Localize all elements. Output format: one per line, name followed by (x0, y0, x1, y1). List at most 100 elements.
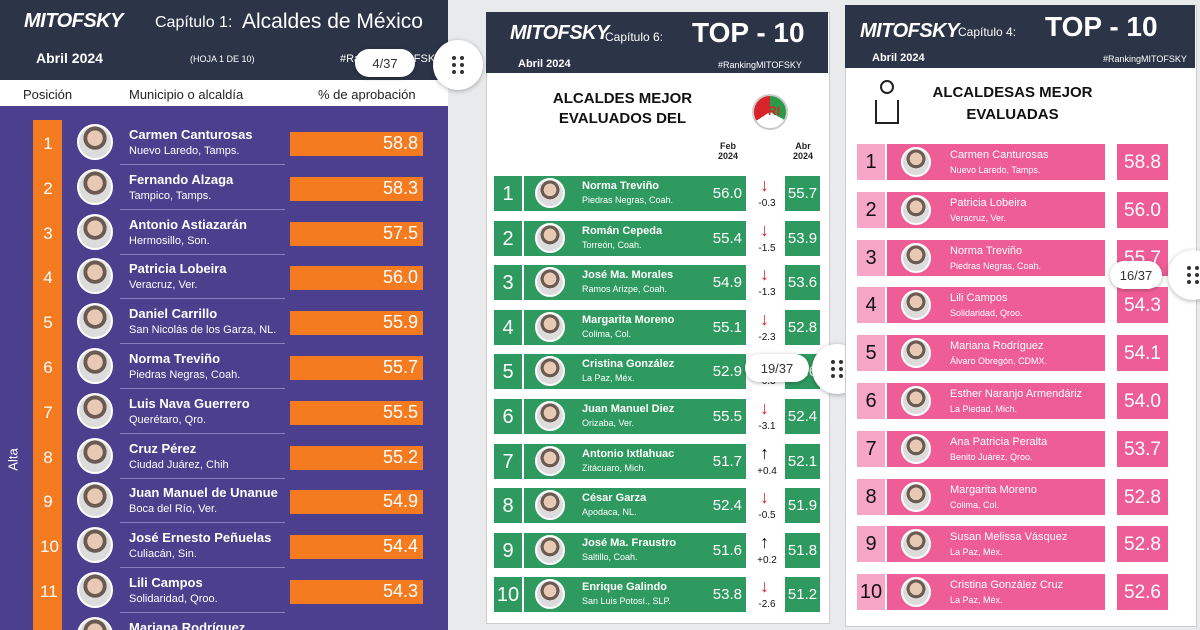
feb-value: 55.4 (712, 229, 742, 247)
handle-dot (1195, 273, 1199, 277)
abr-box (785, 532, 820, 568)
value-bar (290, 490, 423, 515)
abr-value: 52.1 (787, 452, 818, 470)
name: Norma Treviño (950, 244, 1023, 257)
rank: 9 (502, 539, 514, 562)
handle-dot (460, 63, 464, 67)
value: 56.0 (382, 267, 418, 288)
name: Patricia Lobeira (129, 261, 227, 277)
trend-arrow: ↓ (760, 308, 769, 329)
heading: Alcaldes de México (242, 10, 423, 33)
place: Álvaro Obregón, CDMX. (950, 356, 1048, 367)
change: -0.3 (758, 198, 776, 209)
value-bar (290, 176, 423, 201)
change: -1.3 (758, 287, 776, 299)
value-bar (290, 535, 423, 560)
value: 54.4 (382, 536, 418, 557)
value-box (1117, 478, 1168, 515)
place: Culiacán, Sin. (129, 548, 197, 561)
trend-arrow: ↓ (760, 398, 769, 418)
abr-value: 53.9 (787, 229, 818, 247)
handle-dot (1195, 266, 1199, 270)
name: Carmen Canturosas (129, 127, 253, 142)
value-bar (290, 445, 423, 470)
abr-value: 55.7 (787, 185, 818, 202)
feb-value: 56.0 (712, 185, 742, 202)
place: La Paz, Méx. (950, 595, 1003, 606)
rank-box (494, 488, 522, 524)
rank-box (494, 354, 522, 390)
value: 54.9 (382, 491, 418, 512)
rank-box (857, 574, 885, 611)
value-box (1117, 144, 1168, 180)
name: Daniel Carrillo (129, 306, 218, 322)
rank-box (494, 399, 522, 434)
date: Abril 2024 (518, 58, 571, 70)
photo (901, 433, 931, 464)
rank: 4 (865, 294, 877, 317)
change: -2.6 (758, 599, 776, 611)
name: Mariana Rodríguez (950, 340, 1044, 353)
name: Cristina González Cruz (950, 579, 1064, 592)
rank: 7 (502, 450, 514, 473)
page-indicator: 19/37 (745, 354, 809, 382)
row-separator (120, 253, 285, 255)
value: 54.3 (382, 581, 418, 601)
photo (901, 194, 931, 225)
feb-value: 53.8 (712, 586, 742, 604)
abr-value: 51.8 (787, 541, 818, 559)
rank: 10 (496, 584, 520, 607)
value-box (1117, 191, 1168, 228)
value: 54.3 (1124, 295, 1161, 317)
trend-arrow: ↓ (760, 576, 769, 597)
column-header-bar (0, 80, 448, 106)
abr-box (785, 220, 820, 256)
row-separator (120, 343, 285, 345)
trend-arrow: ↑ (760, 531, 769, 552)
row-separator (120, 164, 285, 165)
place: La Piedad, Mich. (950, 404, 1018, 414)
date: Abril 2024 (872, 52, 925, 64)
photo (535, 401, 565, 431)
abr-box (785, 577, 820, 613)
value-bar (290, 356, 423, 380)
row-separator (120, 477, 285, 479)
photo (77, 437, 113, 474)
rank: 6 (502, 406, 514, 428)
change: -3.1 (758, 421, 776, 432)
place: Ramos Arizpe, Coah. (582, 284, 668, 295)
rank: 5 (43, 313, 53, 333)
photo (901, 147, 931, 177)
name: José Ma. Fraustro (582, 536, 677, 549)
brand-logo: MITOFSKY (860, 20, 959, 42)
photo (77, 482, 113, 519)
rank-box (494, 443, 522, 479)
name: Norma Treviño (582, 180, 660, 192)
photo (77, 303, 113, 340)
rank: 2 (502, 227, 514, 250)
rank: 5 (502, 361, 514, 384)
photo (77, 572, 113, 608)
rank-box (857, 239, 885, 276)
value: 52.6 (1124, 582, 1161, 604)
change: -2.3 (758, 331, 776, 343)
photo (77, 213, 113, 250)
rank-box (857, 430, 885, 467)
drag-handle (433, 40, 483, 90)
trend-arrow: ↑ (760, 442, 769, 463)
photo (535, 356, 565, 387)
value: 55.7 (382, 357, 418, 377)
value-bar (290, 580, 423, 604)
ballot-person (880, 80, 894, 94)
rank: 5 (865, 342, 877, 365)
value-box (1117, 574, 1168, 611)
feb-value: 54.9 (712, 274, 742, 292)
trend-arrow: ↓ (760, 264, 769, 285)
place: San Luis Potosí., SLP. (582, 596, 671, 607)
page-indicator: 4/37 (355, 49, 415, 77)
value: 52.8 (1124, 534, 1161, 556)
abr-value: 51.2 (787, 586, 818, 604)
rank: 8 (43, 447, 53, 467)
photo (535, 311, 565, 342)
brand-logo: MITOFSKY (510, 22, 609, 44)
